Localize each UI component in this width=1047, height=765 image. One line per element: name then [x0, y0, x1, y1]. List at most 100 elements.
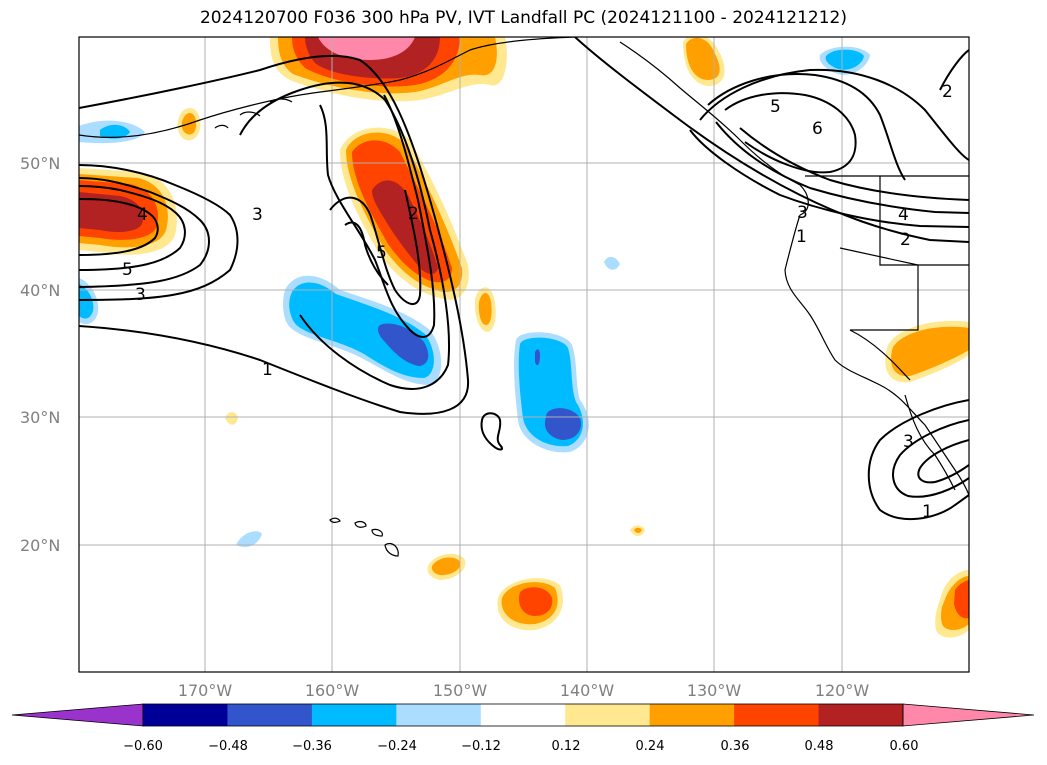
contour-label: 5: [376, 243, 387, 263]
lon-label: 170°W: [178, 681, 233, 700]
contour-mx-3: [917, 439, 969, 484]
pv-streak-darkred: [372, 180, 438, 274]
contour-label: 5: [770, 97, 781, 117]
colorbar-tick-label: −0.36: [292, 739, 332, 754]
colorbar-segment: [311, 704, 397, 726]
contour-label: 3: [797, 203, 808, 223]
hawaii-2: [354, 520, 367, 528]
colorbar-tick-label: 0.12: [552, 739, 581, 754]
pv-small-148w-orange: [478, 293, 492, 325]
contour-4: [79, 185, 186, 271]
contour-label: 3: [252, 205, 263, 225]
colorbar-segment: [143, 704, 228, 726]
aleutian-2: [239, 111, 261, 117]
us-west-coast: [784, 214, 969, 496]
coastlines: [79, 37, 969, 557]
contour-mx-1: [867, 399, 969, 521]
colorbar-frame: [142, 703, 904, 727]
map-frame: [78, 36, 970, 673]
map-title: 2024120700 F036 300 hPa PV, IVT Landfall…: [199, 8, 847, 28]
state-line-1: [879, 176, 969, 266]
lon-label: 140°W: [560, 681, 615, 700]
pv-pos-15n-red: [518, 587, 553, 616]
pv-pos-20n-150w-orange: [431, 557, 461, 576]
contour-small: [480, 412, 503, 451]
colorbar-segment: [480, 704, 566, 726]
contour-ne-8: [939, 49, 969, 91]
colorbar-segment: [649, 704, 735, 726]
colorbar-tick-label: 0.36: [721, 739, 750, 754]
contour-inner-3: [329, 189, 422, 305]
pv-neg-55n-cyan: [100, 124, 130, 139]
hawaii-4: [384, 542, 399, 557]
lat-labels: 50°N 40°N 30°N 20°N: [20, 154, 60, 555]
pv-tiny-138w-blue: [604, 256, 620, 270]
colorbar-tick-label: −0.24: [377, 739, 417, 754]
pv-pos-br-red: [954, 580, 969, 619]
colorbar-segment: [818, 704, 904, 726]
shaded-fields: [79, 37, 969, 638]
state-line-3: [849, 329, 911, 381]
colorbar-ticks: −0.60 −0.48 −0.36 −0.24 −0.12 0.12 0.24 …: [123, 739, 918, 754]
contour-inner-2: [319, 94, 436, 338]
contour-ne-6: [724, 92, 857, 174]
lat-label: 30°N: [20, 408, 60, 427]
colorbar-segment: [565, 704, 651, 726]
colorbar-segment: [227, 704, 313, 726]
contour-2: [79, 164, 239, 301]
alaska-coast: [79, 37, 576, 138]
contour-ne-2: [699, 68, 969, 161]
colorbar-tick-label: 0.24: [636, 739, 665, 754]
state-line-2: [839, 247, 919, 331]
contour-labels: 4 5 3 3 2 5 1 5 6 4 3 1 2 2 3 1: [122, 82, 953, 522]
colorbar-segment: [734, 704, 820, 726]
contour-label: 6: [812, 119, 823, 139]
contour-mx-2: [892, 419, 969, 498]
lon-label: 120°W: [815, 681, 870, 700]
contour-label: 3: [903, 432, 914, 452]
lat-label: 50°N: [20, 154, 60, 173]
colorbar-segment: [396, 704, 482, 726]
contour-label: 2: [942, 82, 953, 102]
pv-tiny-20n-blue: [236, 531, 262, 547]
contour-1: [79, 54, 470, 415]
colorbar-tick-label: 0.48: [805, 739, 834, 754]
contour-label: 1: [796, 227, 807, 247]
contour-ne-3: [689, 129, 969, 228]
contour-label: 1: [922, 502, 933, 522]
colorbar-tick-label: −0.48: [208, 739, 248, 754]
colorbar-tick-label: 0.60: [890, 739, 919, 754]
graticule: [79, 37, 969, 672]
pv-pos-130w-orange: [686, 37, 720, 80]
contour-label: 2: [900, 230, 911, 250]
contour-label: 4: [898, 205, 909, 225]
aleutian-3: [269, 98, 293, 103]
hawaii-1: [329, 517, 341, 523]
contour-label: 1: [262, 360, 273, 380]
pv-tiny-137w-orange: [634, 527, 642, 533]
pv-neg-160w-blue: [377, 323, 429, 366]
colorbar-tick-label: −0.60: [123, 739, 163, 754]
lon-labels: 170°W 160°W 150°W 140°W 130°W 120°W: [178, 681, 870, 700]
pv-pos-mexico-orange: [890, 326, 969, 377]
pv-neg-topright-cyan: [825, 49, 864, 70]
contour-label: 4: [137, 205, 148, 225]
contour-label: 2: [408, 204, 419, 224]
lon-label: 130°W: [687, 681, 742, 700]
pv-neg-left-cyan: [79, 284, 94, 319]
pv-neg-142w-blue: [544, 408, 582, 440]
pv-neg-142w-blue-small: [535, 349, 540, 366]
contour-5: [79, 198, 159, 256]
colorbar-tick-label: −0.12: [461, 739, 501, 754]
aleutian-1: [214, 124, 229, 129]
lat-label: 20°N: [20, 536, 60, 555]
colorbar: [11, 703, 1035, 727]
contour-ne-5: [715, 121, 969, 214]
contour-ne-7: [739, 127, 969, 201]
lat-label: 40°N: [20, 281, 60, 300]
lon-label: 160°W: [305, 681, 360, 700]
colorbar-extend-high: [902, 703, 1035, 727]
pv-tiny-30n-yellow: [225, 412, 238, 425]
contour-ne-4: [707, 73, 906, 181]
